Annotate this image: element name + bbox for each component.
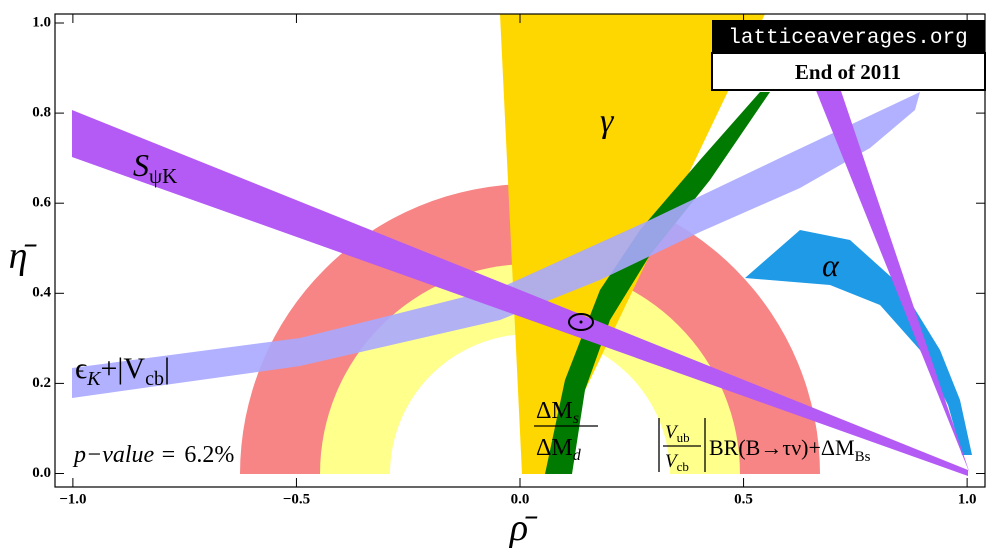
label-end: | <box>164 352 170 385</box>
ticks: −1.0 −0.5 0.0 0.5 1.0 0.0 0.2 0.4 0.6 0.8 1.0 <box>32 14 985 507</box>
epsilon-k-band <box>72 92 920 398</box>
inset-date-box <box>711 52 986 91</box>
p-value-number: 6.2% <box>184 442 234 468</box>
tau-nu-label: BR(B→τν)+ΔMBs <box>709 435 871 465</box>
x-tick-label: 1.0 <box>958 491 977 507</box>
s-psi-k-label: SψK <box>133 147 177 188</box>
y-tick-label: 1.0 <box>32 14 51 30</box>
inset-date: End of 2011 <box>795 60 901 84</box>
tau-nu-band <box>815 88 970 474</box>
label-main: S <box>133 147 149 183</box>
inset-site-box <box>712 20 985 53</box>
label-sub: Bs <box>855 449 871 465</box>
label-main: BR(B→τν)+ΔM <box>709 435 855 460</box>
y-axis-label: η̄ <box>9 235 38 277</box>
label-sub: K <box>86 368 102 390</box>
label-main: ϵ <box>75 352 87 385</box>
dms-num: ΔMs <box>536 398 579 427</box>
y-tick-label: 0.4 <box>32 285 51 301</box>
x-tick-label: −1.0 <box>59 491 86 507</box>
label-sub: cb <box>145 368 164 390</box>
y-tick-label: 0.6 <box>32 195 51 211</box>
label-sub: s <box>573 410 579 427</box>
x-tick-label: 0.0 <box>511 491 530 507</box>
fit-point <box>579 320 583 324</box>
x-axis-label: ρ̄ <box>509 507 538 549</box>
label-sub: d <box>573 447 582 464</box>
s-psi-k-band <box>72 110 968 476</box>
y-tick-label: 0.8 <box>32 105 51 121</box>
p-value-label: p−value = <box>72 442 176 468</box>
inset-site: latticeaverages.org <box>728 27 967 50</box>
alpha-label: α <box>822 247 840 283</box>
label-rest: +|V <box>101 352 146 385</box>
dms-den: ΔMd <box>536 435 582 464</box>
label-main: ΔM <box>536 435 573 461</box>
gamma-label: γ <box>600 103 615 140</box>
vub-den: Vcb <box>665 451 689 474</box>
vub-num: Vub <box>665 422 690 445</box>
constraint-bands <box>72 14 972 476</box>
x-tick-label: −0.5 <box>283 491 310 507</box>
x-tick-label: 0.5 <box>734 491 753 507</box>
fit-ellipse <box>568 313 594 331</box>
label-main: V <box>665 451 679 472</box>
label-sub: ψK <box>149 164 177 188</box>
p-value: p−value = 6.2% <box>72 442 234 468</box>
label-sub: cb <box>677 459 689 474</box>
alpha-band <box>745 230 972 455</box>
dms-band <box>545 92 770 474</box>
label-sub: ub <box>677 430 690 445</box>
y-tick-label: 0.2 <box>32 375 51 391</box>
y-tick-label: 0.0 <box>32 465 51 481</box>
label-main: ΔM <box>536 398 573 424</box>
epsilon-k-label: ϵK+|Vcb| <box>75 352 170 390</box>
label-main: V <box>665 422 679 443</box>
